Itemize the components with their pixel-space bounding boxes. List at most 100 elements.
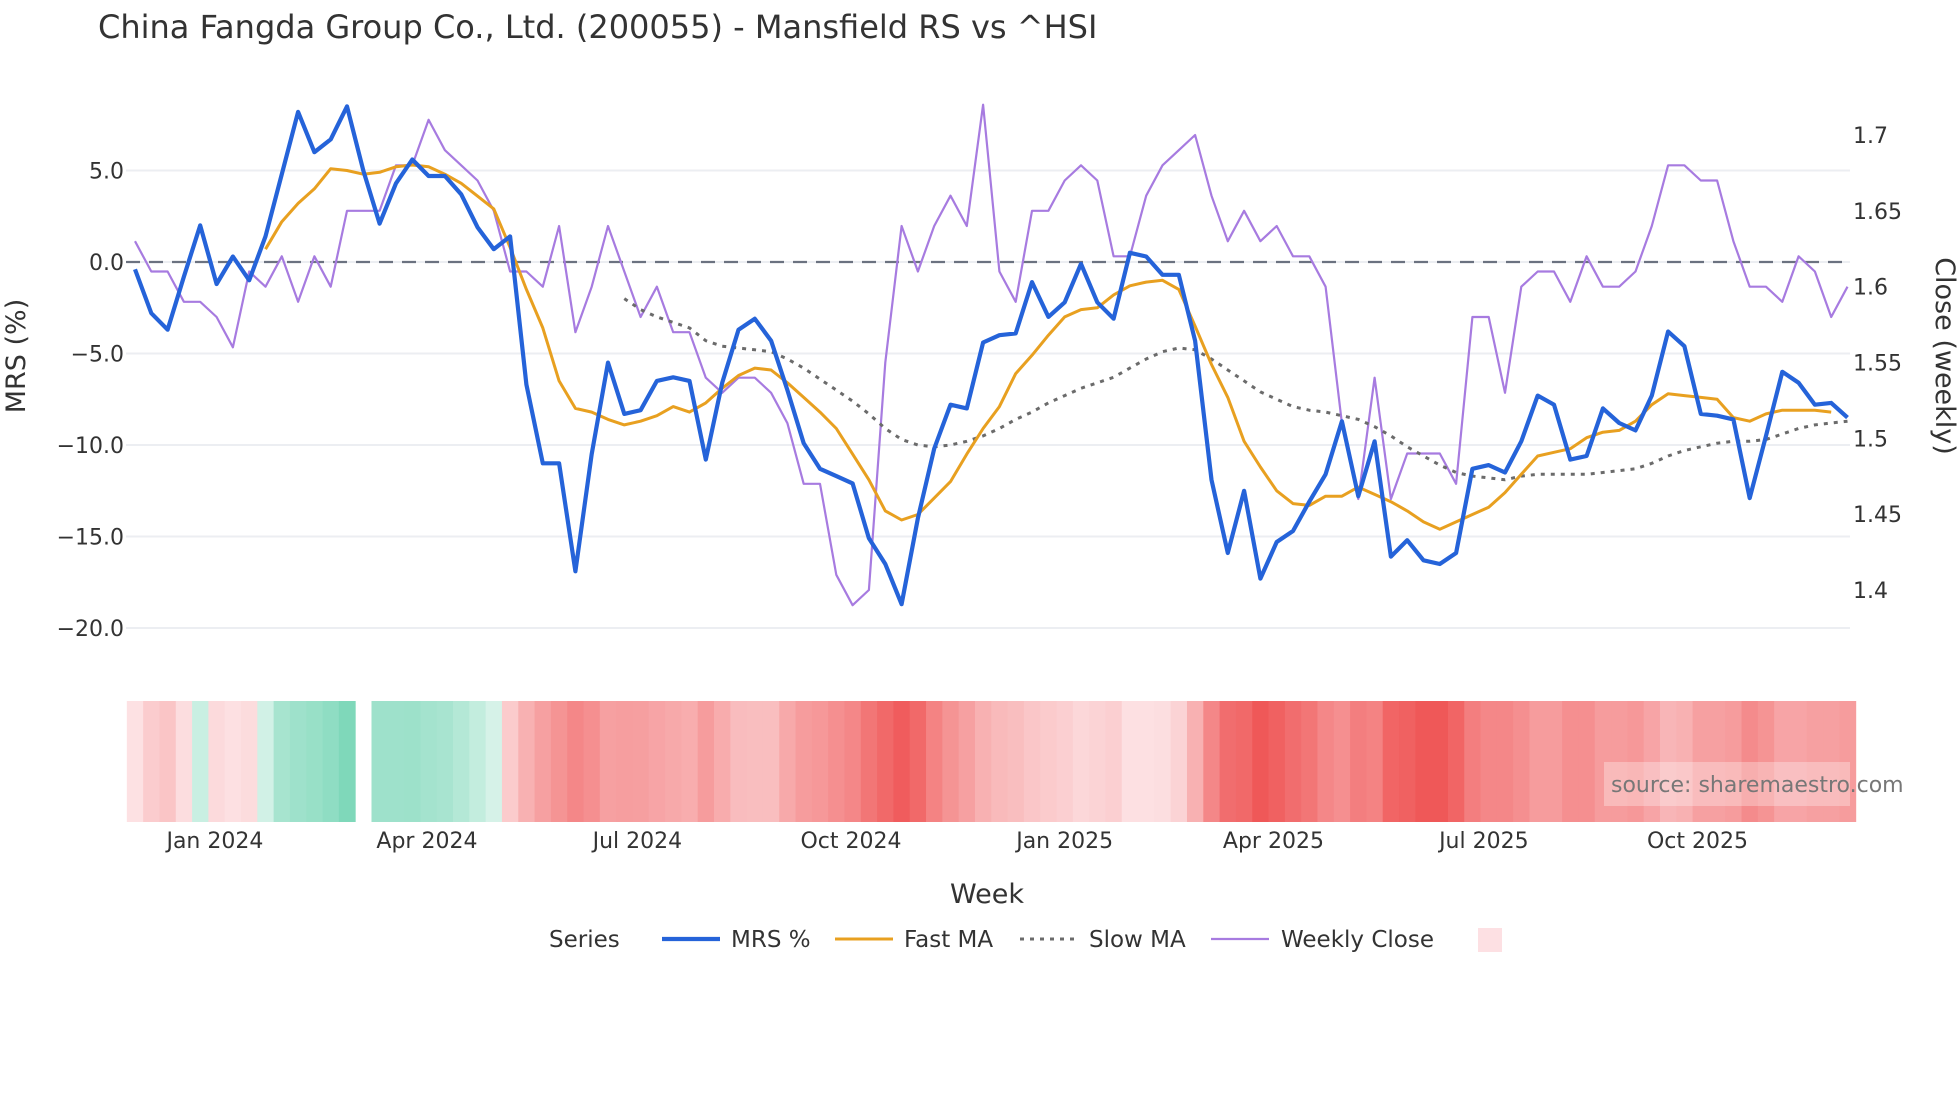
heatmap-cell <box>1154 701 1172 822</box>
heatmap-cell <box>289 701 307 822</box>
heatmap-cell <box>746 701 764 822</box>
heatmap-cell <box>1496 701 1514 822</box>
legend-label: Slow MA <box>1089 927 1186 953</box>
heatmap-cell <box>1839 701 1857 822</box>
y-axis-title: MRS (%) <box>1 299 32 414</box>
heatmap-cell <box>1741 701 1759 822</box>
heatmap-cell <box>958 701 976 822</box>
heatmap-cell <box>844 701 862 822</box>
x-tick-label: Jan 2025 <box>1014 829 1113 854</box>
x-tick-label: Oct 2024 <box>800 829 901 854</box>
heatmap-cell <box>1268 701 1286 822</box>
heatmap-cell <box>1415 701 1433 822</box>
legend-label: Weekly Close <box>1281 927 1434 953</box>
heatmap-cell <box>1399 701 1416 822</box>
y-tick-label: −5.0 <box>71 343 124 368</box>
heatmap-cell <box>469 701 487 822</box>
fast-ma-line <box>264 163 1832 531</box>
heatmap-cell <box>1480 701 1498 822</box>
series-lines <box>133 103 1849 607</box>
heatmap-cell <box>1203 701 1221 822</box>
heatmap-cell <box>1138 701 1155 822</box>
heatmap-cell <box>224 701 242 822</box>
heatmap-cell <box>1774 701 1791 822</box>
y-axis-ticks: 5.0 0.0 −5.0 −10.0 −15.0 −20.0 <box>57 160 124 643</box>
y2-tick-label: 1.7 <box>1853 124 1888 149</box>
legend-title: Series <box>549 927 620 953</box>
heatmap-cell <box>338 701 356 822</box>
x-tick-label: Oct 2025 <box>1647 829 1748 854</box>
y2-axis-title: Close (weekly) <box>1929 257 1960 455</box>
x-tick-label: Apr 2024 <box>376 829 477 854</box>
heatmap-cell <box>1284 701 1302 822</box>
heatmap-cell <box>1823 701 1840 822</box>
heatmap-cell <box>1105 701 1123 822</box>
legend-item-fast-ma[interactable]: Fast MA <box>835 927 993 953</box>
heatmap-cell <box>1366 701 1384 822</box>
heatmap-cell <box>665 701 682 822</box>
heatmap-cell <box>1676 701 1694 822</box>
heatmap-cell <box>143 701 160 822</box>
heatmap-cell <box>1627 701 1645 822</box>
heatmap-cell <box>387 701 405 822</box>
heatmap-cell <box>1447 701 1465 822</box>
y-tick-label: 0.0 <box>89 251 124 276</box>
heatmap-cell <box>811 701 829 822</box>
y2-tick-label: 1.6 <box>1853 276 1888 301</box>
heatmap-cell <box>1545 701 1563 822</box>
heatmap-cell <box>159 701 177 822</box>
heatmap-cell <box>942 701 960 822</box>
heatmap-cell <box>192 701 209 822</box>
source-watermark-box <box>1604 762 1850 806</box>
heatmap-cell <box>877 701 894 822</box>
heatmap-cell <box>714 701 731 822</box>
heatmap-cell <box>1317 701 1335 822</box>
heatmap-cell <box>1056 701 1074 822</box>
heatmap-cell <box>1643 701 1661 822</box>
heatmap-cell <box>1089 701 1106 822</box>
heatmap-cell <box>730 701 748 822</box>
heatmap-cell <box>175 701 193 822</box>
heatmap-cell <box>860 701 878 822</box>
legend-heatmap-swatch[interactable] <box>1478 928 1502 952</box>
heatmap-cell <box>909 701 927 822</box>
heatmap-cell <box>1790 701 1808 822</box>
heatmap-cell <box>1594 701 1612 822</box>
y-tick-label: −15.0 <box>57 526 124 551</box>
x-tick-label: Jul 2024 <box>591 829 683 854</box>
legend-label: Fast MA <box>904 927 993 953</box>
heatmap-cell <box>974 701 992 822</box>
heatmap-cell <box>1513 701 1530 822</box>
source-watermark: source: sharemaestro.com <box>1611 773 1904 798</box>
heatmap-cell <box>257 701 275 822</box>
heatmap-cell <box>501 701 519 822</box>
heatmap-strip <box>126 701 1857 822</box>
heatmap-cell <box>534 701 552 822</box>
heatmap-cell <box>1382 701 1400 822</box>
heatmap-cell <box>762 701 780 822</box>
heatmap-cell <box>632 701 650 822</box>
heatmap-cell <box>485 701 503 822</box>
y-tick-label: −10.0 <box>57 434 124 459</box>
x-tick-label: Apr 2025 <box>1223 829 1324 854</box>
heatmap-cell <box>893 701 911 822</box>
legend-item-mrs[interactable]: MRS % <box>662 927 811 953</box>
heatmap-cell <box>550 701 568 822</box>
legend-item-slow-ma[interactable]: Slow MA <box>1020 927 1186 953</box>
heatmap-cell <box>648 701 666 822</box>
y2-tick-label: 1.65 <box>1853 200 1902 225</box>
heatmap-cell <box>583 701 601 822</box>
legend-item-weekly-close[interactable]: Weekly Close <box>1211 927 1434 953</box>
heatmap-cell <box>1659 701 1677 822</box>
heatmap-cell <box>1611 701 1628 822</box>
heatmap-cell <box>1333 701 1351 822</box>
heatmap-cell <box>1235 701 1253 822</box>
y2-tick-label: 1.4 <box>1853 579 1888 604</box>
heatmap-cell <box>991 701 1009 822</box>
heatmap-cell <box>420 701 438 822</box>
heatmap-cell <box>616 701 633 822</box>
heatmap-cell <box>1725 701 1743 822</box>
heatmap-cell <box>1023 701 1041 822</box>
heatmap-cell <box>453 701 470 822</box>
heatmap-cell <box>1301 701 1318 822</box>
